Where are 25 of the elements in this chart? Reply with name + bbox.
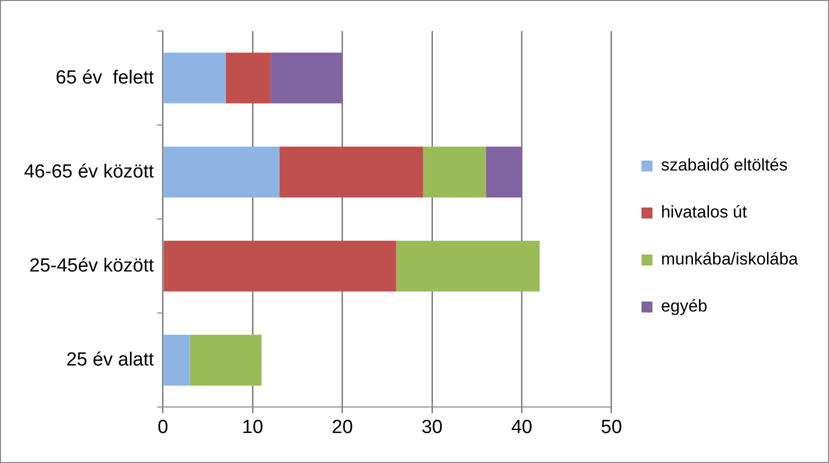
- bar: [396, 240, 540, 292]
- y-tick-label: 65 év felett: [56, 67, 155, 88]
- legend-label: szabaidő eltöltés: [660, 156, 788, 175]
- x-tick-label: 10: [242, 416, 264, 438]
- x-tick-label: 0: [158, 416, 168, 438]
- bar: [164, 52, 226, 104]
- bar: [164, 240, 396, 292]
- bar: [270, 52, 342, 104]
- x-tick-label: 20: [332, 416, 353, 438]
- legend-label: hivatalos út: [660, 202, 748, 222]
- bar: [226, 52, 271, 104]
- bar: [190, 334, 262, 386]
- legend-label: egyéb: [660, 296, 708, 316]
- x-tick-label: 50: [600, 416, 622, 438]
- x-tick-label: 40: [511, 416, 532, 438]
- x-tick-label: 30: [421, 416, 443, 438]
- legend-label: munkába/iskolába: [660, 250, 799, 269]
- y-tick-label: 25-45év között: [29, 255, 155, 276]
- bar: [423, 146, 486, 198]
- bar: [280, 146, 424, 198]
- bar: [164, 146, 280, 198]
- y-tick-label: 25 év alatt: [66, 349, 155, 370]
- bar: [486, 146, 522, 198]
- y-tick-label: 46-65 év között: [24, 161, 155, 182]
- bar: [164, 334, 190, 386]
